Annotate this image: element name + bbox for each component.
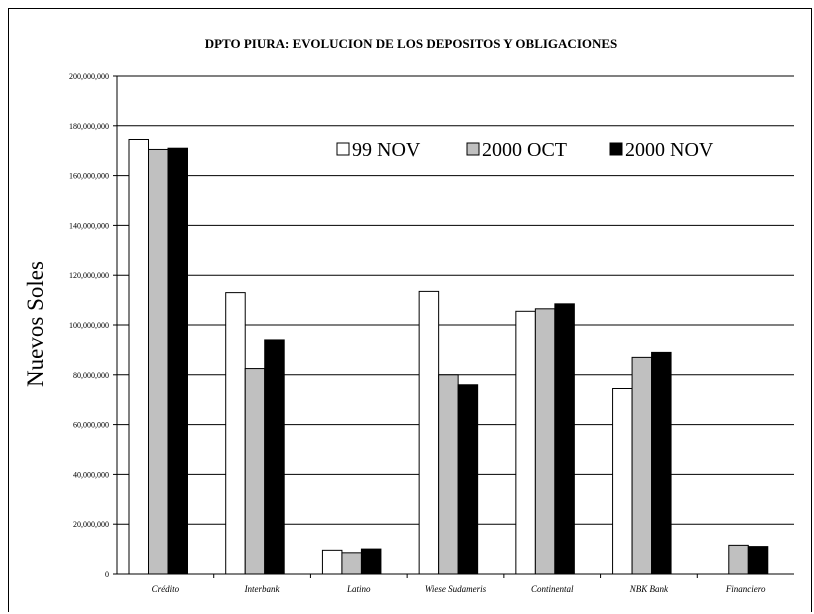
y-tick-label: 40,000,000 (73, 470, 109, 479)
x-category-labels: Crédito Interbank Latino Wiese Sudameris Con… (152, 584, 766, 594)
bar (244, 368, 266, 575)
y-axis-label: Nuevos Soles (23, 261, 48, 387)
x-category-label: Continental (531, 584, 574, 594)
bar (631, 356, 653, 575)
y-tick-label: 80,000,000 (73, 371, 109, 380)
y-tick-label: 140,000,000 (69, 221, 109, 230)
legend-label: 2000 OCT (482, 139, 567, 161)
legend: 99 NOV 2000 OCT 2000 NOV (336, 139, 714, 161)
bar (612, 387, 633, 575)
bar (321, 549, 343, 575)
bars (128, 138, 769, 575)
y-tick-label: 60,000,000 (73, 421, 109, 430)
y-tick-label: 100,000,000 (69, 321, 109, 330)
x-category-label: NBK Bank (629, 584, 669, 594)
legend-label: 2000 NOV (625, 139, 714, 161)
legend-label: 99 NOV (352, 139, 421, 161)
bar (534, 308, 556, 575)
axes (116, 76, 794, 578)
y-tick-label: 120,000,000 (69, 271, 109, 280)
chart-title: DPTO PIURA: EVOLUCION DE LOS DEPOSITOS Y… (205, 36, 618, 51)
legend-swatch (609, 142, 623, 156)
legend-swatch (336, 142, 350, 156)
bar (438, 374, 459, 575)
bar (554, 303, 575, 575)
bar (728, 544, 749, 575)
bar (341, 552, 362, 575)
y-tick-label: 180,000,000 (69, 122, 109, 131)
bar (128, 138, 149, 575)
y-tick-label: 200,000,000 (69, 72, 109, 81)
x-category-label: Interbank (244, 584, 281, 594)
legend-swatch (466, 142, 480, 156)
y-tick-label: 160,000,000 (69, 172, 109, 181)
x-category-label: Latino (346, 584, 371, 594)
x-category-label: Wiese Sudameris (425, 584, 487, 594)
bar (148, 148, 169, 575)
bar (651, 351, 672, 575)
bar (360, 548, 382, 575)
bar (167, 147, 188, 575)
bar (747, 546, 769, 575)
bar (457, 384, 479, 575)
x-category-label: Crédito (152, 584, 180, 594)
y-tick-label: 20,000,000 (73, 520, 109, 529)
y-tick-label: 0 (105, 570, 109, 579)
x-category-label: Financiero (725, 584, 766, 594)
y-tick-labels: 0 20,000,000 40,000,000 60,000,000 80,000,00… (69, 72, 109, 579)
bar (515, 310, 536, 575)
bar (264, 339, 285, 575)
bar (225, 292, 246, 575)
bar (418, 290, 440, 575)
